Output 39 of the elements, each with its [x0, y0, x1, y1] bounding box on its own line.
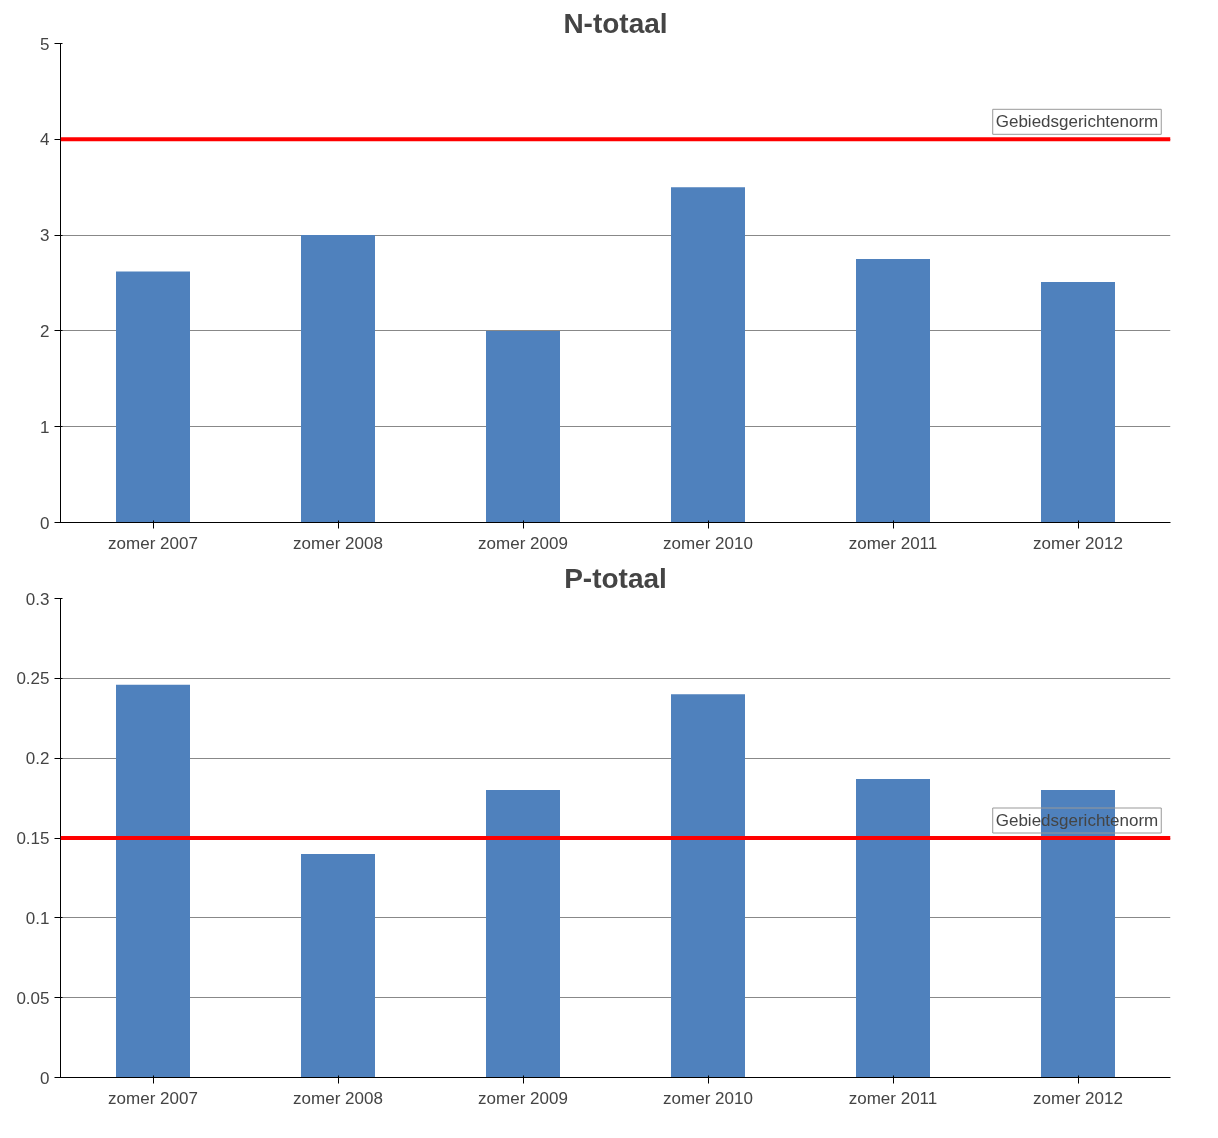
chart-title: N-totaal — [563, 7, 668, 39]
ref-line-label: Gebiedsgerichtenorm — [995, 112, 1159, 132]
bar — [486, 790, 560, 1078]
bar — [856, 778, 930, 1078]
x-tick-label: zomer 2011 — [848, 533, 938, 553]
bar — [671, 694, 745, 1078]
y-tick-label: 0.3 — [25, 589, 50, 609]
x-tick-label: zomer 2012 — [1033, 533, 1123, 553]
x-tick-label: zomer 2010 — [663, 1088, 753, 1108]
x-tick-label: zomer 2012 — [1033, 1088, 1123, 1108]
bar — [1041, 282, 1115, 523]
x-tick-label: zomer 2007 — [108, 1088, 198, 1108]
y-tick-label: 1 — [40, 417, 50, 437]
y-tick-label: 4 — [40, 130, 50, 150]
y-tick-label: 5 — [40, 34, 50, 54]
y-tick-label: 0.1 — [25, 908, 50, 928]
x-tick-label: zomer 2008 — [293, 533, 383, 553]
y-tick-label: 0.2 — [25, 749, 50, 769]
x-tick-label: zomer 2011 — [848, 1088, 938, 1108]
y-tick-label: 0.25 — [16, 669, 50, 689]
bar — [301, 853, 375, 1078]
bar — [116, 684, 190, 1078]
y-tick-label: 0.05 — [16, 988, 50, 1008]
y-tick-label: 0.15 — [16, 829, 50, 848]
y-tick-label: 0 — [40, 1068, 50, 1088]
y-tick-label: 0 — [40, 513, 50, 533]
bar — [486, 330, 560, 523]
y-tick-label: 2 — [40, 321, 50, 341]
x-tick-label: zomer 2009 — [478, 533, 568, 553]
x-tick-label: zomer 2010 — [663, 533, 753, 553]
y-tick-label: 3 — [40, 226, 50, 246]
bar — [301, 235, 375, 523]
x-tick-label: zomer 2007 — [108, 533, 198, 553]
x-tick-label: zomer 2008 — [293, 1088, 383, 1108]
x-tick-label: zomer 2009 — [478, 1088, 568, 1108]
bar — [856, 259, 930, 523]
chart-title: P-totaal — [564, 562, 667, 594]
bar — [116, 271, 190, 523]
bar — [671, 187, 745, 523]
